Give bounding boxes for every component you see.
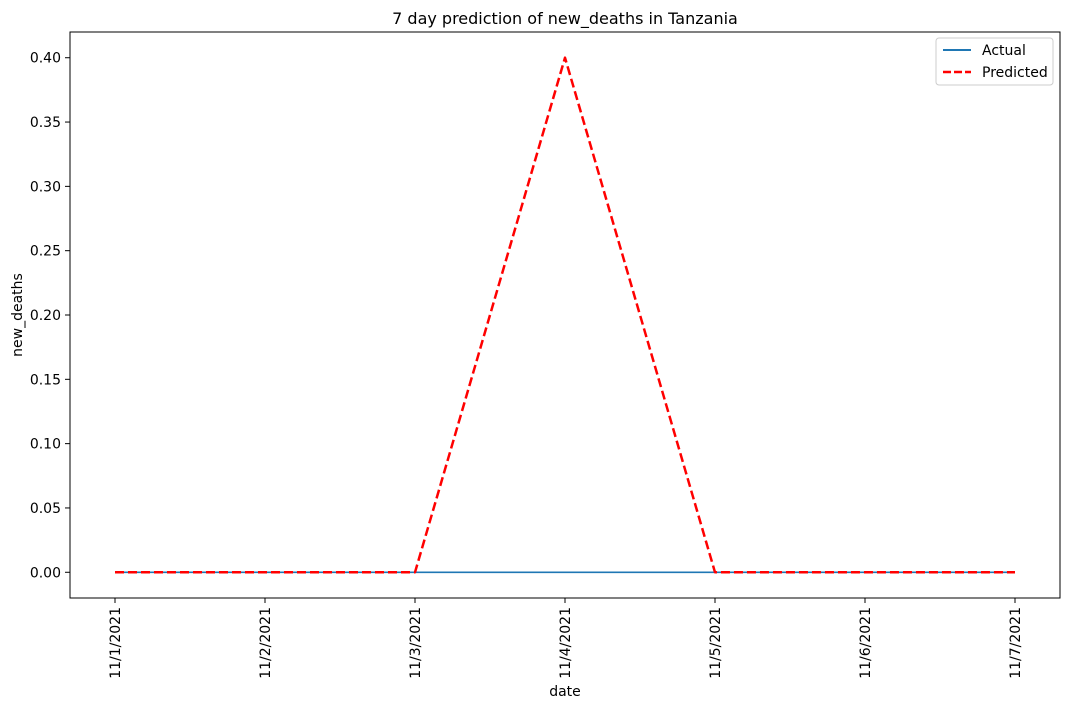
series-line-predicted <box>115 56 1015 574</box>
x-axis-label: date <box>549 684 581 700</box>
x-tick-label: 11/7/2021 <box>1008 607 1024 679</box>
x-tick-label: 11/2/2021 <box>258 607 274 679</box>
plot-frame <box>69 31 1061 599</box>
series-layer <box>115 56 1015 574</box>
y-tick-label: 0.35 <box>30 115 61 131</box>
legend-label-actual: Actual <box>982 43 1026 59</box>
x-tick-label: 11/6/2021 <box>858 607 874 679</box>
y-tick-label: 0.00 <box>30 565 61 581</box>
y-tick-label: 0.05 <box>30 501 61 517</box>
y-tick-label: 0.20 <box>30 308 61 324</box>
legend: Actual Predicted <box>935 37 1054 86</box>
plot-area <box>70 32 1060 598</box>
x-tick-label: 11/5/2021 <box>708 607 724 679</box>
chart-title: 7 day prediction of new_deaths in Tanzan… <box>392 9 738 29</box>
y-tick-label: 0.15 <box>30 372 61 388</box>
y-tick-label: 0.40 <box>30 51 61 67</box>
y-axis: 0.00 0.05 0.10 0.15 0.20 0.25 0.30 0.35 0.40 <box>30 51 70 581</box>
y-tick-label: 0.10 <box>30 437 61 453</box>
y-axis-label: new_deaths <box>10 273 26 357</box>
x-axis: 11/1/2021 11/2/2021 11/3/2021 11/4/2021 11/5… <box>108 598 1024 679</box>
x-tick-label: 11/3/2021 <box>408 607 424 679</box>
x-tick-label: 11/4/2021 <box>558 607 574 679</box>
x-tick-label: 11/1/2021 <box>108 607 124 679</box>
y-tick-label: 0.30 <box>30 179 61 195</box>
legend-label-predicted: Predicted <box>982 65 1048 81</box>
y-tick-label: 0.25 <box>30 244 61 260</box>
